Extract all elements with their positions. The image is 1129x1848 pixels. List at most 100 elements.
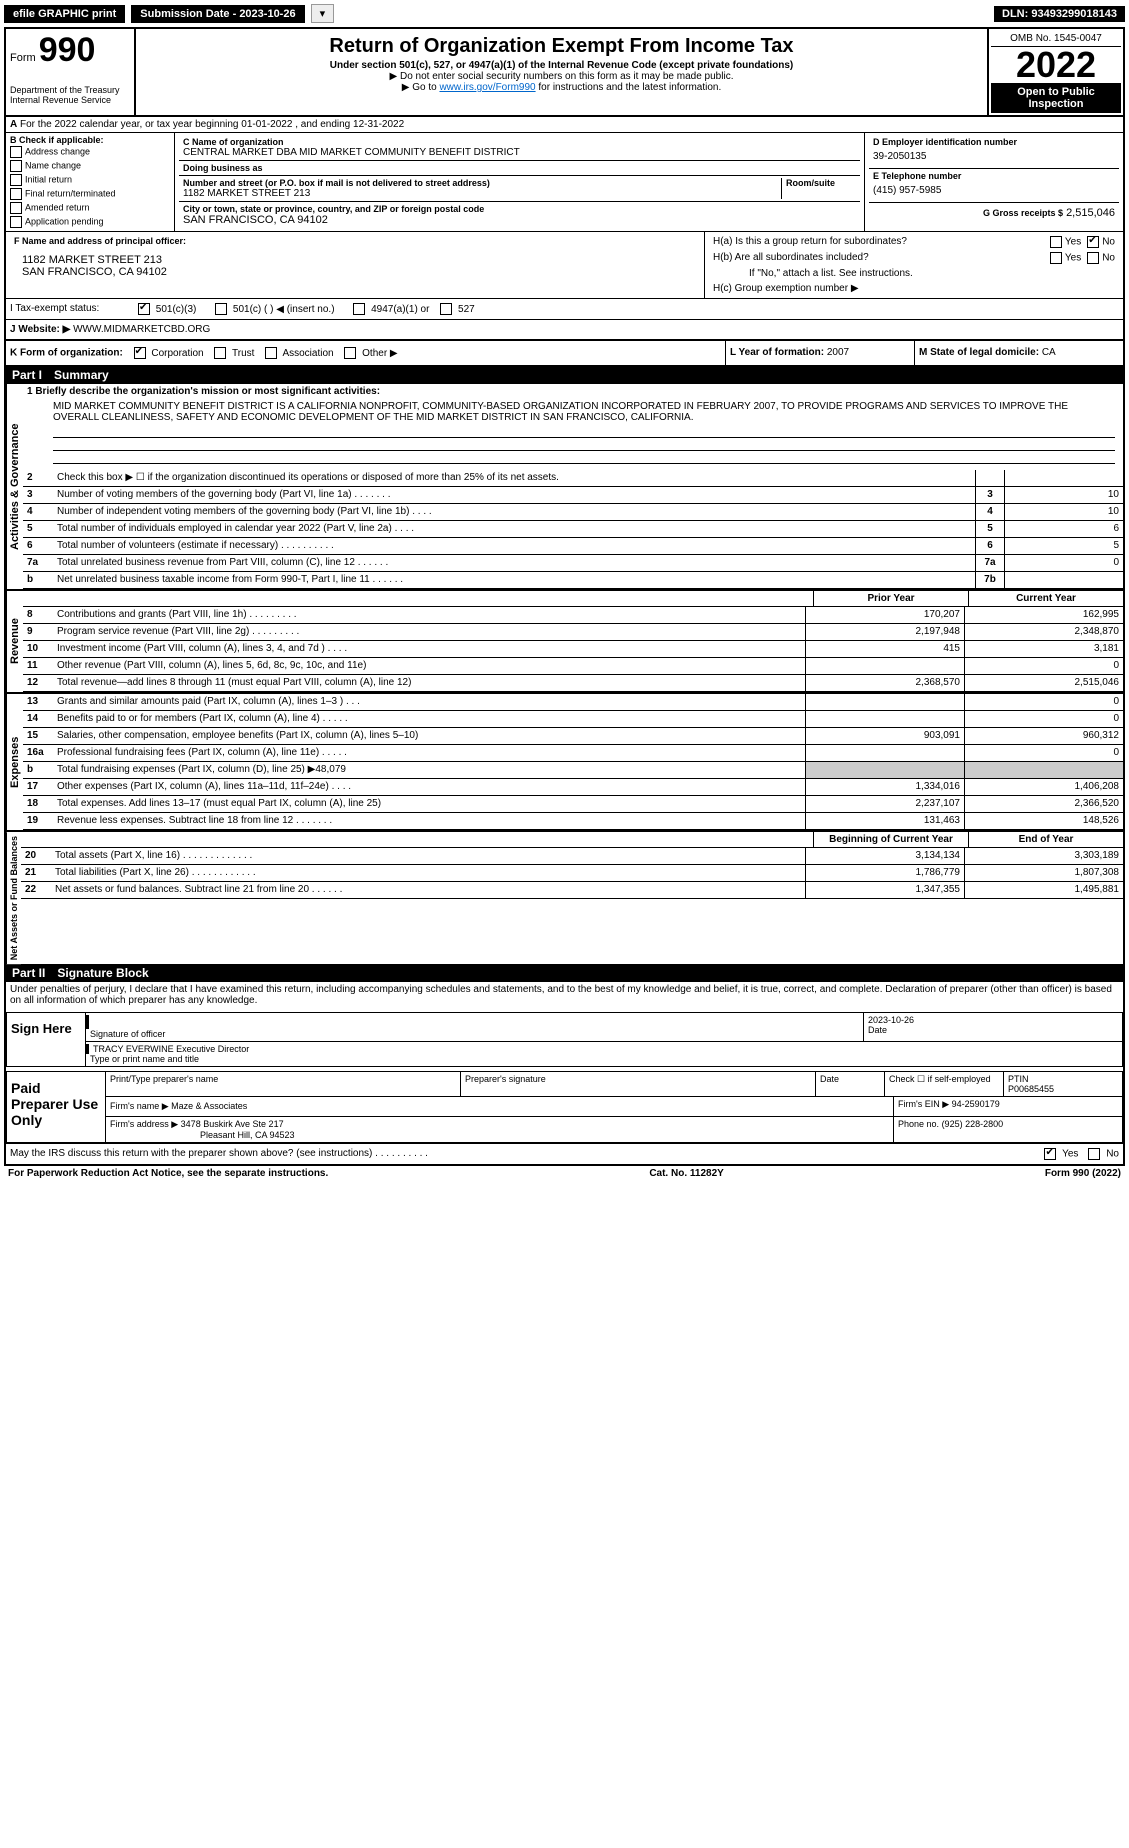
part2-header: Part II Signature Block bbox=[6, 964, 1123, 982]
cb-pending[interactable]: Application pending bbox=[10, 215, 170, 229]
cb-trust[interactable]: Trust bbox=[214, 348, 254, 359]
addr-label: Number and street (or P.O. box if mail i… bbox=[183, 178, 781, 188]
part1-label: Part I bbox=[12, 368, 42, 382]
sign-here-label: Sign Here bbox=[7, 1013, 85, 1066]
mission-text: MID MARKET COMMUNITY BENEFIT DISTRICT IS… bbox=[23, 399, 1123, 425]
expenses-section: Expenses 13Grants and similar amounts pa… bbox=[6, 694, 1123, 832]
vlabel-net: Net Assets or Fund Balances bbox=[6, 832, 21, 964]
hc-label: H(c) Group exemption number ▶ bbox=[709, 281, 1119, 296]
penalty-text: Under penalties of perjury, I declare th… bbox=[6, 982, 1123, 1008]
cb-initial[interactable]: Initial return bbox=[10, 173, 170, 187]
governance-section: Activities & Governance 1 Briefly descri… bbox=[6, 384, 1123, 591]
preparer-name-label: Print/Type preparer's name bbox=[106, 1072, 460, 1096]
line-19: 19Revenue less expenses. Subtract line 1… bbox=[23, 813, 1123, 830]
line-10: 10Investment income (Part VIII, column (… bbox=[23, 641, 1123, 658]
part1-title: Summary bbox=[54, 368, 109, 382]
officer-row: F Name and address of principal officer:… bbox=[6, 232, 1123, 299]
cb-corp[interactable]: Corporation bbox=[134, 348, 204, 359]
k-label: K Form of organization: bbox=[10, 348, 123, 359]
mission-q: 1 Briefly describe the organization's mi… bbox=[27, 386, 380, 397]
net-assets-section: Net Assets or Fund Balances Beginning of… bbox=[6, 832, 1123, 964]
dln: DLN: 93493299018143 bbox=[994, 6, 1125, 22]
discuss-yes[interactable]: Yes bbox=[1044, 1148, 1078, 1160]
vlabel-revenue: Revenue bbox=[6, 591, 23, 692]
discuss-no[interactable]: No bbox=[1088, 1148, 1119, 1160]
city-label: City or town, state or province, country… bbox=[183, 204, 856, 214]
box-c: C Name of organization CENTRAL MARKET DB… bbox=[175, 133, 865, 231]
cb-other[interactable]: Other ▶ bbox=[344, 348, 397, 359]
phone-value: (415) 957-5985 bbox=[873, 181, 1115, 200]
revenue-section: Revenue Prior Year Current Year 8Contrib… bbox=[6, 591, 1123, 694]
ein-value: 39-2050135 bbox=[873, 147, 1115, 166]
gross-value: 2,515,046 bbox=[1066, 207, 1115, 219]
cb-527[interactable]: 527 bbox=[440, 304, 474, 315]
boy-header: Beginning of Current Year bbox=[813, 832, 968, 847]
header-right: OMB No. 1545-0047 2022 Open to Public In… bbox=[987, 29, 1123, 115]
firm-phone-label: Phone no. bbox=[898, 1119, 939, 1129]
firm-name: Maze & Associates bbox=[171, 1101, 247, 1111]
part1-header: Part I Summary bbox=[6, 366, 1123, 384]
cb-assoc[interactable]: Association bbox=[265, 348, 333, 359]
ha-yes[interactable]: Yes bbox=[1050, 236, 1081, 248]
street-address: 1182 MARKET STREET 213 bbox=[183, 188, 781, 199]
firm-addr2: Pleasant Hill, CA 94523 bbox=[110, 1130, 889, 1140]
header-left: Form 990 Department of the Treasury Inte… bbox=[6, 29, 136, 115]
open-to-public: Open to Public Inspection bbox=[991, 83, 1121, 113]
cb-4947[interactable]: 4947(a)(1) or bbox=[353, 304, 429, 315]
form-number: 990 bbox=[39, 31, 96, 69]
pra-notice: For Paperwork Reduction Act Notice, see … bbox=[8, 1168, 328, 1179]
paid-preparer-block: Paid Preparer Use Only Print/Type prepar… bbox=[6, 1071, 1123, 1143]
box-b-title: B Check if applicable: bbox=[10, 135, 170, 145]
hb-label: H(b) Are all subordinates included? bbox=[713, 252, 1050, 264]
ha-no[interactable]: No bbox=[1087, 236, 1115, 248]
sig-officer-label: Signature of officer bbox=[90, 1029, 165, 1039]
paid-preparer-label: Paid Preparer Use Only bbox=[7, 1072, 105, 1142]
irs-link[interactable]: www.irs.gov/Form990 bbox=[439, 82, 535, 93]
dropdown[interactable]: ▾ bbox=[311, 4, 335, 23]
line-20: 20Total assets (Part X, line 16) . . . .… bbox=[21, 848, 1123, 865]
form-header: Form 990 Department of the Treasury Inte… bbox=[6, 29, 1123, 117]
page-footer: For Paperwork Reduction Act Notice, see … bbox=[4, 1166, 1125, 1181]
ptin-label: PTIN bbox=[1008, 1074, 1029, 1084]
hb-yes[interactable]: Yes bbox=[1050, 252, 1081, 264]
gov-line-4: 4Number of independent voting members of… bbox=[23, 504, 1123, 521]
ptin-value: P00685455 bbox=[1008, 1084, 1054, 1094]
form-title: Return of Organization Exempt From Incom… bbox=[140, 35, 983, 58]
cb-final[interactable]: Final return/terminated bbox=[10, 187, 170, 201]
blank-3 bbox=[53, 451, 1115, 464]
officer-label: F Name and address of principal officer: bbox=[10, 234, 700, 248]
line-9: 9Program service revenue (Part VIII, lin… bbox=[23, 624, 1123, 641]
tax-year-span: For the 2022 calendar year, or tax year … bbox=[20, 119, 404, 130]
hb-no[interactable]: No bbox=[1087, 252, 1115, 264]
cb-address[interactable]: Address change bbox=[10, 145, 170, 159]
form-990: Form 990 Department of the Treasury Inte… bbox=[4, 27, 1125, 1166]
box-b: B Check if applicable: Address change Na… bbox=[6, 133, 175, 231]
firm-ein-label: Firm's EIN ▶ bbox=[898, 1099, 949, 1109]
tax-year: 2022 bbox=[991, 47, 1121, 83]
self-employed-check[interactable]: Check ☐ if self-employed bbox=[884, 1072, 1003, 1096]
org-name-label: C Name of organization bbox=[183, 137, 856, 147]
form-word: Form bbox=[10, 52, 36, 64]
firm-addr-label: Firm's address ▶ bbox=[110, 1119, 178, 1129]
entity-row: B Check if applicable: Address change Na… bbox=[6, 133, 1123, 232]
l-label: L Year of formation: bbox=[730, 347, 824, 358]
cb-amended[interactable]: Amended return bbox=[10, 201, 170, 215]
line-21: 21Total liabilities (Part X, line 26) . … bbox=[21, 865, 1123, 882]
cb-name[interactable]: Name change bbox=[10, 159, 170, 173]
ssn-warning: ▶ Do not enter social security numbers o… bbox=[140, 71, 983, 82]
line-15: 15Salaries, other compensation, employee… bbox=[23, 728, 1123, 745]
phone-label: E Telephone number bbox=[873, 171, 1115, 181]
preparer-date-label: Date bbox=[815, 1072, 884, 1096]
may-discuss-row: May the IRS discuss this return with the… bbox=[6, 1143, 1123, 1164]
cb-501c3[interactable]: 501(c)(3) bbox=[138, 304, 196, 315]
website-label: J Website: ▶ bbox=[10, 324, 70, 335]
line-11: 11Other revenue (Part VIII, column (A), … bbox=[23, 658, 1123, 675]
room-label: Room/suite bbox=[786, 178, 856, 188]
firm-addr1: 3478 Buskirk Ave Ste 217 bbox=[181, 1119, 284, 1129]
cb-501c[interactable]: 501(c) ( ) ◀ (insert no.) bbox=[215, 304, 334, 315]
may-discuss-text: May the IRS discuss this return with the… bbox=[10, 1148, 1044, 1160]
line-14: 14Benefits paid to or for members (Part … bbox=[23, 711, 1123, 728]
part2-label: Part II bbox=[12, 966, 45, 980]
line-17: 17Other expenses (Part IX, column (A), l… bbox=[23, 779, 1123, 796]
net-col-header: Beginning of Current Year End of Year bbox=[21, 832, 1123, 848]
